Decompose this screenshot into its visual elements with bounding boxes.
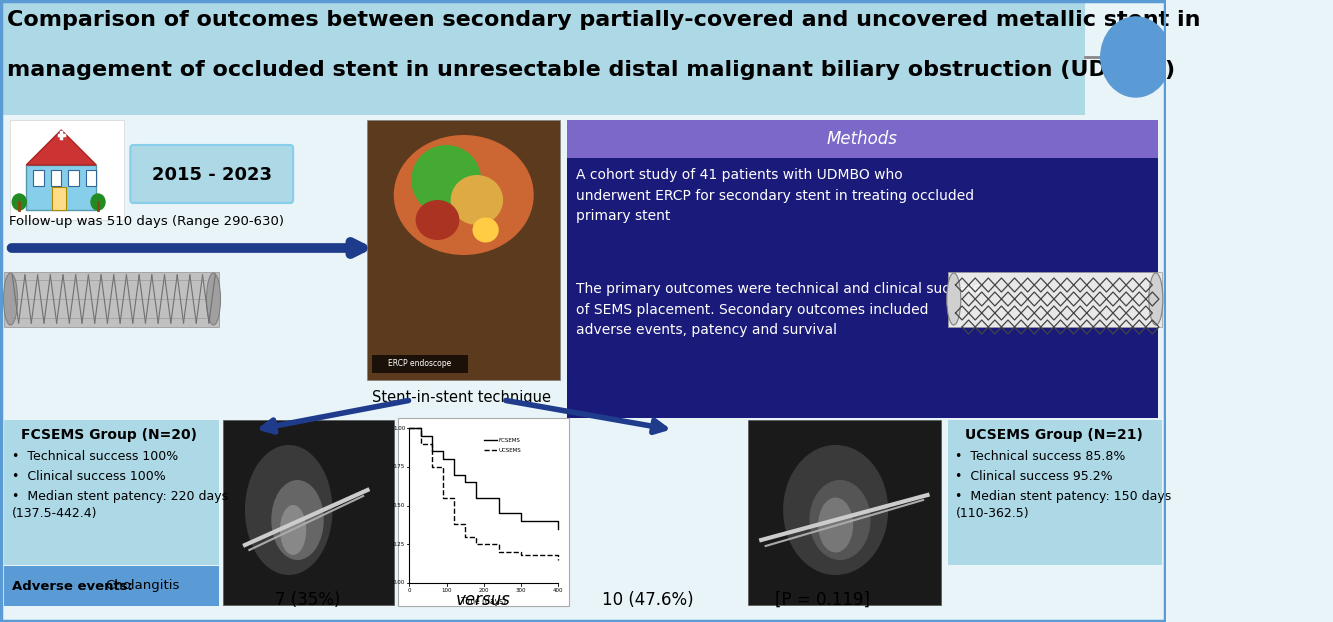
FancyBboxPatch shape [4,420,219,565]
FancyBboxPatch shape [52,187,67,210]
Ellipse shape [946,273,961,325]
FancyBboxPatch shape [748,420,941,605]
Text: management of occluded stent in unresectable distal malignant biliary obstructio: management of occluded stent in unresect… [7,60,1176,80]
Text: •  Technical success 100%: • Technical success 100% [12,450,179,463]
FancyBboxPatch shape [567,120,1157,158]
Text: Comparison of outcomes between secondary partially-covered and uncovered metalli: Comparison of outcomes between secondary… [7,10,1201,30]
Ellipse shape [393,135,533,255]
Text: 10 (47.6%): 10 (47.6%) [601,591,693,609]
FancyBboxPatch shape [4,566,219,606]
FancyBboxPatch shape [0,0,1166,622]
Text: 0.50: 0.50 [393,503,405,508]
Ellipse shape [782,445,888,575]
Circle shape [91,194,105,210]
Ellipse shape [818,498,853,552]
FancyArrowPatch shape [505,401,665,432]
Text: ERCP endoscope: ERCP endoscope [388,360,452,368]
Text: 1.00: 1.00 [393,425,405,430]
Text: Methods: Methods [826,130,897,148]
Text: 100: 100 [441,588,452,593]
Text: 2015 - 2023: 2015 - 2023 [152,166,272,184]
Circle shape [12,194,27,210]
FancyBboxPatch shape [131,145,293,203]
Text: versus: versus [456,591,511,609]
FancyBboxPatch shape [368,120,560,380]
FancyBboxPatch shape [4,272,219,327]
Ellipse shape [4,273,17,325]
FancyBboxPatch shape [948,420,1162,565]
Ellipse shape [271,480,324,560]
Text: •  Technical success 85.8%: • Technical success 85.8% [956,450,1126,463]
Ellipse shape [412,145,481,215]
FancyBboxPatch shape [68,170,79,186]
Ellipse shape [809,480,870,560]
Text: FCSEMS Group (N=20): FCSEMS Group (N=20) [21,428,197,442]
Text: •  Median stent patency: 220 days
(137.5-442.4): • Median stent patency: 220 days (137.5-… [12,490,228,520]
Ellipse shape [1149,273,1162,325]
FancyBboxPatch shape [0,0,1085,115]
FancyBboxPatch shape [372,355,468,373]
Text: UCSEMS Group (N=21): UCSEMS Group (N=21) [965,428,1144,442]
Ellipse shape [472,218,499,243]
Text: •  Median stent patency: 150 days
(110-362.5): • Median stent patency: 150 days (110-36… [956,490,1172,520]
Text: 200: 200 [479,588,489,593]
Text: A cohort study of 41 patients with UDMBO who
underwent ERCP for secondary stent : A cohort study of 41 patients with UDMBO… [576,168,974,223]
Text: The primary outcomes were technical and clinical success
of SEMS placement. Seco: The primary outcomes were technical and … [576,282,980,337]
Text: •  Clinical success 95.2%: • Clinical success 95.2% [956,470,1113,483]
FancyBboxPatch shape [948,272,1162,327]
Text: Stent-in-stent technique: Stent-in-stent technique [372,390,551,405]
Text: Time (days): Time (days) [461,597,507,606]
FancyBboxPatch shape [567,158,1157,418]
Text: UCSEMS: UCSEMS [499,447,521,452]
Text: 7 (35%): 7 (35%) [276,591,341,609]
Text: Follow-up was 510 days (Range 290-630): Follow-up was 510 days (Range 290-630) [9,215,284,228]
FancyBboxPatch shape [223,420,393,605]
Text: •  Clinical success 100%: • Clinical success 100% [12,470,167,483]
Ellipse shape [207,273,220,325]
FancyBboxPatch shape [51,170,61,186]
Text: [P = 0.119]: [P = 0.119] [774,591,870,609]
Ellipse shape [280,505,307,555]
Circle shape [1101,17,1170,97]
Text: 0: 0 [408,588,412,593]
Text: 0.75: 0.75 [393,464,405,469]
Polygon shape [27,130,96,165]
FancyBboxPatch shape [33,170,44,186]
Ellipse shape [245,445,332,575]
FancyBboxPatch shape [27,165,96,210]
Text: FCSEMS: FCSEMS [499,437,521,442]
FancyArrowPatch shape [263,401,408,432]
Text: 0.00: 0.00 [393,580,405,585]
FancyBboxPatch shape [11,120,124,220]
FancyBboxPatch shape [85,170,96,186]
Text: 0.25: 0.25 [393,542,405,547]
Ellipse shape [451,175,503,225]
FancyBboxPatch shape [399,418,569,606]
Ellipse shape [416,200,460,240]
Text: 400: 400 [553,588,564,593]
Text: 300: 300 [516,588,527,593]
Text: Cholangitis: Cholangitis [105,580,180,593]
Text: Adverse events:: Adverse events: [12,580,133,593]
